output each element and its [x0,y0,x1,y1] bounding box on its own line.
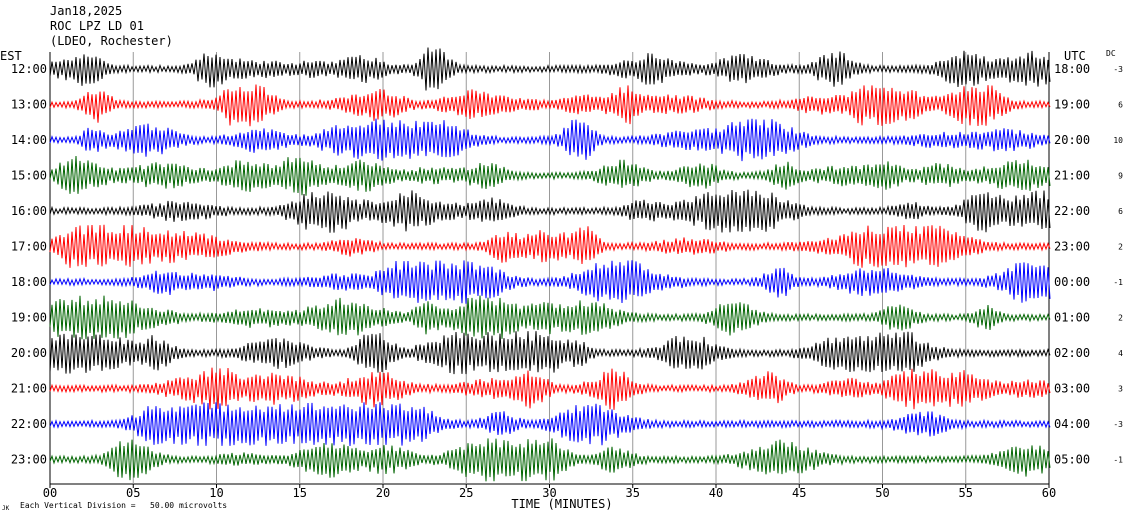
dc-offset-value: -1 [1113,278,1123,287]
utc-hour-label: 02:00 [1054,346,1090,360]
title-date: Jan18,2025 [50,4,123,18]
title-network: (LDEO, Rochester) [50,34,173,48]
dc-offset-value: 10 [1113,136,1123,145]
est-hour-label: 23:00 [11,453,47,467]
est-hour-label: 14:00 [11,133,47,147]
dc-offset-value: -3 [1113,420,1123,429]
dc-offset-value: 2 [1118,314,1123,323]
seismic-trace [49,84,1051,127]
dc-offset-value: 2 [1118,243,1123,252]
dc-offset-value: -1 [1113,456,1123,465]
utc-hour-label: 05:00 [1054,453,1090,467]
utc-hour-label: 21:00 [1054,169,1090,183]
utc-hour-label: 04:00 [1054,417,1090,431]
dc-offset-value: 6 [1118,207,1123,216]
dc-offset-value: -3 [1113,65,1123,74]
x-tick-label: 00 [43,486,57,500]
seismic-trace [49,438,1051,482]
utc-hour-label: 00:00 [1054,275,1090,289]
x-tick-label: 55 [959,486,973,500]
dc-offset-value: 4 [1118,349,1123,358]
x-tick-label: 50 [875,486,889,500]
seismic-trace [49,260,1051,304]
seismic-trace [49,47,1051,91]
utc-hour-label: 19:00 [1054,98,1090,112]
est-hour-label: 22:00 [11,417,47,431]
x-tick-label: 25 [459,486,473,500]
utc-hour-label: 03:00 [1054,382,1090,396]
dc-column-label: DC [1106,49,1116,58]
x-tick-label: 20 [376,486,390,500]
utc-hour-label: 23:00 [1054,240,1090,254]
dc-offset-value: 9 [1118,172,1123,181]
footnote-mark: JK [2,505,10,512]
x-tick-label: 10 [209,486,223,500]
seismic-trace [49,331,1051,375]
est-hour-label: 12:00 [11,62,47,76]
x-tick-label: 15 [293,486,307,500]
est-hour-label: 21:00 [11,382,47,396]
seismic-trace [49,189,1051,233]
seismic-trace [49,402,1051,447]
x-tick-label: 60 [1042,486,1056,500]
est-hour-label: 16:00 [11,204,47,218]
est-hour-label: 18:00 [11,275,47,289]
seismic-trace [49,118,1051,162]
x-axis-label: TIME (MINUTES) [511,497,612,511]
dc-offset-value: 3 [1118,385,1123,394]
x-tick-label: 05 [126,486,140,500]
x-tick-label: 45 [792,486,806,500]
seismic-trace [49,155,1051,196]
scale-footnote: Each Vertical Division = 50.00 microvolt… [20,501,228,510]
utc-hour-label: 01:00 [1054,311,1090,325]
dc-offset-value: 6 [1118,101,1123,110]
est-hour-label: 19:00 [11,311,47,325]
title-station: ROC LPZ LD 01 [50,19,144,33]
seismic-trace [49,295,1051,340]
est-hour-label: 17:00 [11,240,47,254]
seismic-trace [49,224,1051,268]
utc-hour-label: 22:00 [1054,204,1090,218]
est-hour-label: 15:00 [11,169,47,183]
utc-hour-label: 18:00 [1054,62,1090,76]
utc-hour-label: 20:00 [1054,133,1090,147]
x-tick-label: 40 [709,486,723,500]
x-tick-label: 30 [542,486,556,500]
est-hour-label: 20:00 [11,346,47,360]
x-tick-label: 35 [626,486,640,500]
est-axis-label: EST [0,49,22,63]
utc-axis-label: UTC [1064,49,1086,63]
seismic-trace [49,367,1051,410]
est-hour-label: 13:00 [11,98,47,112]
